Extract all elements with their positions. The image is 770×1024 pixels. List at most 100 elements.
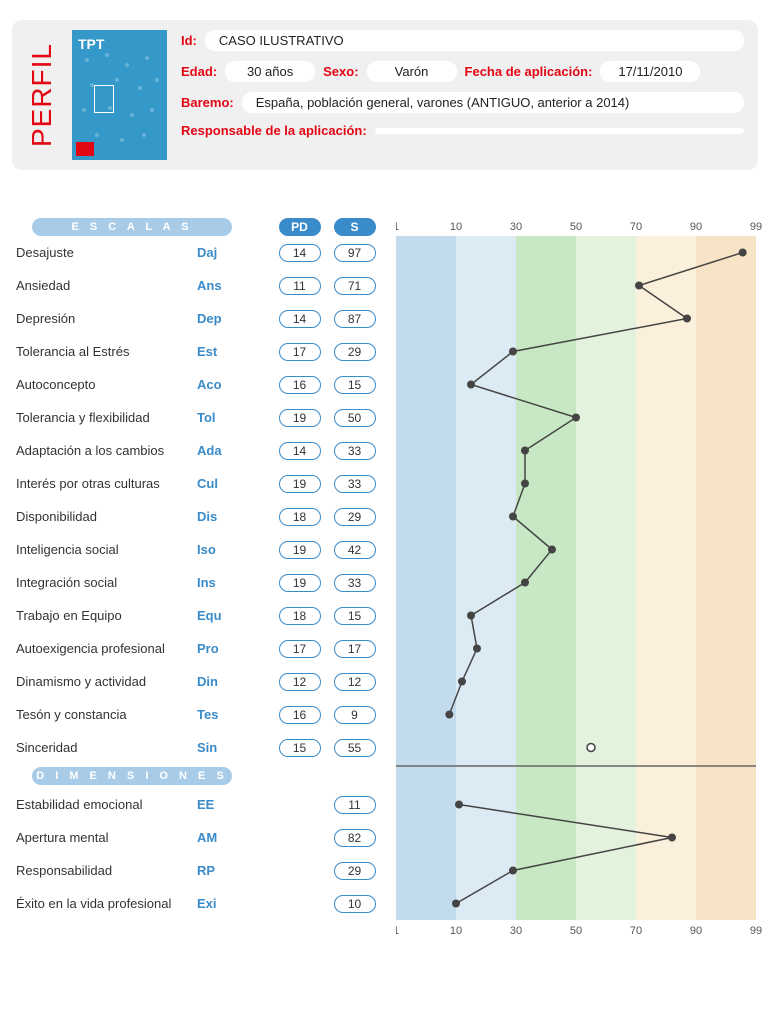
s-value: 11 [334, 796, 376, 814]
baremo-label: Baremo: [181, 95, 234, 110]
scale-name: Autoexigencia profesional [12, 641, 197, 656]
scale-code: Tol [197, 410, 252, 425]
pd-value: 16 [279, 376, 321, 394]
percentile-chart: 11030507090991103050709099 [396, 210, 766, 943]
svg-text:90: 90 [690, 925, 702, 937]
scale-code: Pro [197, 641, 252, 656]
pd-value: 14 [279, 442, 321, 460]
resp-value [375, 128, 744, 134]
scale-code: Equ [197, 608, 252, 623]
s-value: 71 [334, 277, 376, 295]
scale-name: Sinceridad [12, 740, 197, 755]
s-value: 33 [334, 442, 376, 460]
scale-name: Desajuste [12, 245, 197, 260]
dimension-row: Éxito en la vida profesionalExi10 [12, 887, 384, 920]
escala-row: Trabajo en EquipoEqu 18 15 [12, 599, 384, 632]
escala-row: Tolerancia al EstrésEst1729 [12, 335, 384, 368]
scale-code: Ins [197, 575, 252, 590]
s-value: 87 [334, 310, 376, 328]
escalas-section-title: E S C A L A S [32, 218, 232, 236]
scale-name: Tesón y constancia [12, 707, 197, 722]
svg-text:70: 70 [630, 925, 642, 937]
pd-value: 19 [279, 574, 321, 592]
escala-row: DepresiónDep1487 [12, 302, 384, 335]
dimension-code: AM [197, 830, 252, 845]
publisher-logo [76, 142, 94, 156]
svg-text:50: 50 [570, 221, 582, 233]
escala-row: SinceridadSin1555 [12, 731, 384, 764]
svg-text:99: 99 [750, 221, 762, 233]
escala-row: Interés por otras culturasCul1933 [12, 467, 384, 500]
resp-label: Responsable de la aplicación: [181, 123, 367, 138]
dimension-name: Apertura mental [12, 830, 197, 845]
scale-code: Daj [197, 245, 252, 260]
pd-value: 18 [279, 508, 321, 526]
pd-value: 14 [279, 244, 321, 262]
book-title: TPT [78, 36, 104, 52]
s-value: 9 [334, 706, 376, 724]
fecha-value: 17/11/2010 [600, 61, 700, 82]
scale-name: Adaptación a los cambios [12, 443, 197, 458]
s-value: 15 [334, 376, 376, 394]
dimension-row: Estabilidad emocionalEE11 [12, 788, 384, 821]
scale-code: Dep [197, 311, 252, 326]
pd-value: 16 [279, 706, 321, 724]
scale-name: Tolerancia al Estrés [12, 344, 197, 359]
scale-name: Autoconcepto [12, 377, 197, 392]
pd-value: 18 [279, 607, 321, 625]
svg-text:10: 10 [450, 221, 462, 233]
dimension-row: Apertura mentalAM82 [12, 821, 384, 854]
fecha-label: Fecha de aplicación: [465, 64, 593, 79]
s-value: 97 [334, 244, 376, 262]
dimension-name: Estabilidad emocional [12, 797, 197, 812]
s-column-header: S [334, 218, 376, 236]
escala-row: Inteligencia socialIso 19 42 [12, 533, 384, 566]
scale-name: Trabajo en Equipo [12, 608, 197, 623]
header-box: PERFIL TPT Id: CASO ILUSTRATIVO Edad: [12, 20, 758, 170]
escala-row: AutoconceptoAco 16 15 [12, 368, 384, 401]
scale-name: Ansiedad [12, 278, 197, 293]
sexo-label: Sexo: [323, 64, 358, 79]
s-value: 29 [334, 862, 376, 880]
scale-code: Ans [197, 278, 252, 293]
book-cover: TPT [72, 30, 167, 160]
perfil-title: PERFIL [26, 43, 58, 147]
svg-text:70: 70 [630, 221, 642, 233]
pd-value: 17 [279, 343, 321, 361]
pd-value: 12 [279, 673, 321, 691]
svg-text:30: 30 [510, 221, 522, 233]
pd-value: 17 [279, 640, 321, 658]
dimension-name: Responsabilidad [12, 863, 197, 878]
s-value: 15 [334, 607, 376, 625]
dimension-row: ResponsabilidadRP 29 [12, 854, 384, 887]
scale-name: Dinamismo y actividad [12, 674, 197, 689]
scale-code: Ada [197, 443, 252, 458]
profile-table: E S C A L A S PD S DesajusteDaj1497Ansie… [12, 210, 758, 943]
svg-text:10: 10 [450, 925, 462, 937]
s-value: 55 [334, 739, 376, 757]
dimensiones-section-title: D I M E N S I O N E S [32, 767, 232, 785]
dimension-name: Éxito en la vida profesional [12, 896, 197, 911]
scale-code: Iso [197, 542, 252, 557]
scale-name: Inteligencia social [12, 542, 197, 557]
pd-value: 14 [279, 310, 321, 328]
edad-label: Edad: [181, 64, 217, 79]
scale-code: Aco [197, 377, 252, 392]
escala-row: DisponibilidadDis1829 [12, 500, 384, 533]
svg-text:1: 1 [396, 925, 399, 937]
scale-name: Interés por otras culturas [12, 476, 197, 491]
scale-name: Tolerancia y flexibilidad [12, 410, 197, 425]
pd-value: 19 [279, 541, 321, 559]
scale-code: Tes [197, 707, 252, 722]
escala-row: Tolerancia y flexibilidadTol1950 [12, 401, 384, 434]
escala-row: Autoexigencia profesionalPro1717 [12, 632, 384, 665]
s-value: 42 [334, 541, 376, 559]
pd-value: 19 [279, 409, 321, 427]
escala-row: Adaptación a los cambiosAda 14 33 [12, 434, 384, 467]
pd-value: 15 [279, 739, 321, 757]
escala-row: AnsiedadAns1171 [12, 269, 384, 302]
s-value: 33 [334, 574, 376, 592]
dimension-code: RP [197, 863, 252, 878]
s-value: 12 [334, 673, 376, 691]
scale-code: Est [197, 344, 252, 359]
